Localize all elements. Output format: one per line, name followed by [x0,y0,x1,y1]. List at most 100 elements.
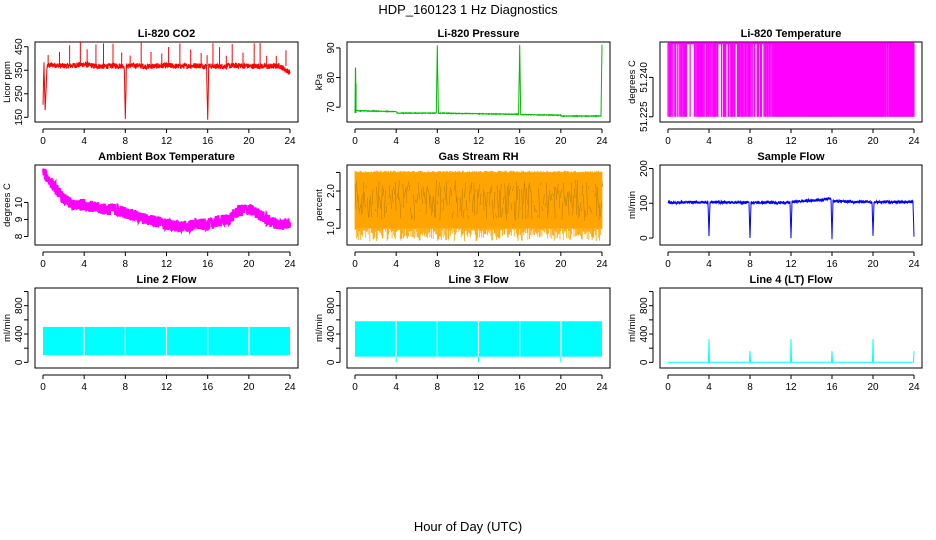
rh-texture [484,192,486,207]
rh-texture [478,183,480,198]
rh-texture [594,193,596,197]
y-tick-label: 800 [14,297,25,314]
rh-texture [416,194,419,204]
rh-texture [578,206,581,217]
rh-texture [516,185,519,200]
rh-texture [544,202,547,207]
rh-texture [586,182,588,216]
x-tick-label: 0 [352,136,358,147]
x-tick-label: 0 [665,259,671,270]
rh-texture [563,182,565,203]
rh-texture [371,189,374,206]
rh-texture [438,182,440,197]
plot-frame [659,164,923,246]
rh-texture [492,199,494,220]
rh-texture [595,183,598,217]
rh-texture [561,202,564,220]
rh-texture [405,186,408,204]
y-tick-label: 80 [326,72,337,84]
rh-texture [553,186,556,219]
rh-texture [501,207,503,218]
y-tick-label: 400 [639,325,650,342]
y-axis-label: kPa [314,73,325,90]
rh-texture [465,200,468,211]
rh-texture [519,207,522,209]
plot-frame [34,287,299,369]
rh-texture [379,196,381,210]
y-axis-label: degrees C [2,183,13,227]
x-tick-label: 24 [284,136,296,147]
rh-texture [431,195,434,213]
x-tick-label: 4 [81,382,87,393]
rh-texture [435,179,437,219]
rh-texture [419,209,422,211]
rh-texture [479,193,482,206]
y-axis-label: percent [314,189,325,221]
rh-texture [513,201,516,220]
y-axis-label: Licor ppm [2,61,13,103]
x-tick-label: 8 [123,382,129,393]
series-line [354,44,603,118]
x-tick-label: 8 [747,136,753,147]
x-tick-label: 4 [706,259,712,270]
rh-texture [462,209,465,219]
rh-texture [410,207,412,220]
rh-texture [370,195,372,217]
figure-xlabel: Hour of Day (UTC) [414,519,522,534]
rh-texture [467,214,469,219]
x-tick-label: 20 [867,259,879,270]
rh-texture [550,193,553,201]
rh-texture [580,202,582,212]
x-tick-label: 12 [161,382,173,393]
rh-texture [385,205,388,214]
rh-texture [506,186,508,221]
x-tick-label: 20 [555,382,567,393]
rh-texture [354,184,357,210]
rh-texture [530,190,533,219]
y-tick-label: 8 [14,233,25,239]
y-tick-label: 0 [639,359,650,365]
x-tick-label: 0 [665,136,671,147]
rh-texture [448,189,451,206]
x-tick-label: 0 [40,382,46,393]
rh-texture [418,182,420,200]
y-tick-label: 100 [639,194,650,211]
x-tick-label: 0 [665,382,671,393]
x-tick-label: 12 [785,136,797,147]
rh-texture [573,188,576,199]
x-tick-label: 4 [393,259,399,270]
rh-texture [518,189,520,219]
y-tick-label: 90 [326,42,337,54]
rh-texture [414,199,417,203]
rh-texture [566,192,568,206]
rh-texture [473,182,476,216]
rh-texture [430,195,432,217]
panel-1: Li-820 CO2 Licor ppm 0 4 8 12 16 20 24 150 250 350 4… [2,28,299,147]
y-tick-label: 0 [326,359,337,365]
panel-6: Sample Flow ml/min 0 4 8 12 16 20 24 0 100 200 [627,151,923,270]
y-tick-label: 10 [14,196,25,208]
panel-title: Sample Flow [757,151,825,163]
rh-texture [439,186,442,221]
rh-texture [498,189,500,218]
rh-texture [444,186,446,200]
y-tick-label: 9 [14,216,25,222]
series [668,338,915,363]
rh-texture [407,181,409,190]
rh-texture [376,186,378,217]
x-tick-label: 8 [747,382,753,393]
x-tick-label: 4 [81,259,87,270]
x-tick-label: 4 [706,382,712,393]
rh-texture [357,195,360,214]
y-tick-label: 200 [639,160,650,177]
rh-texture [502,195,505,205]
rh-texture [490,185,493,194]
x-tick-label: 0 [352,259,358,270]
rh-texture [470,182,473,194]
rh-texture [393,187,395,195]
x-tick-label: 20 [243,136,255,147]
rh-texture [570,182,573,208]
series [354,44,603,118]
rh-texture [532,201,534,203]
